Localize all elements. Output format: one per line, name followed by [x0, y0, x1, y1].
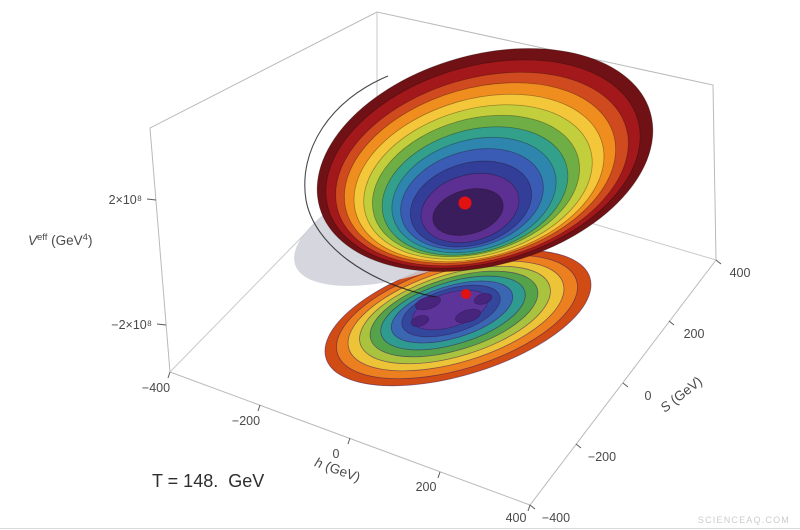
s-axis-tick-label: 400	[730, 266, 751, 280]
v-axis-label-unit-sup: 4	[83, 232, 88, 243]
h-axis-tick-label: 0	[333, 447, 340, 461]
s-axis-tickmark	[529, 504, 536, 510]
s-axis-tick-label: −400	[542, 511, 570, 525]
v-axis-label: Veff (GeV4)	[28, 232, 92, 248]
s-axis-tickmark	[622, 382, 629, 388]
potential-surface	[294, 48, 654, 298]
v-axis-label-unit: (GeV	[47, 233, 82, 248]
contour-inner-loop	[473, 293, 493, 305]
v-axis-tickmark	[156, 323, 167, 326]
watermark: SCIENCEAQ.COM	[698, 515, 790, 525]
surface-band	[432, 188, 504, 236]
s-axis-tick-label: 0	[645, 389, 652, 403]
s-axis-tick-label: 200	[684, 327, 705, 341]
minimum-markers	[458, 196, 472, 299]
temperature-label: T = 148. GeV	[152, 471, 264, 491]
v-axis-label-sup: eff	[37, 232, 48, 243]
contour-minimum-point	[461, 289, 471, 299]
h-axis-tickmark	[257, 404, 261, 412]
surface-minimum-point	[458, 196, 472, 210]
h-axis-tick-label: 400	[506, 511, 527, 525]
v-axis-tick-label: −2×10⁸	[111, 318, 152, 332]
v-axis-tick-label: 2×10⁸	[109, 193, 142, 207]
h-axis-tick-label: −400	[142, 381, 170, 395]
h-axis-tick-label: 200	[416, 480, 437, 494]
s-axis-tickmark	[575, 443, 582, 449]
s-axis-tickmark	[668, 320, 675, 326]
h-axis-tickmark	[167, 371, 171, 379]
h-axis-tick-label: −200	[232, 414, 260, 428]
h-axis-tickmark	[437, 471, 441, 479]
v-axis-label-close: )	[88, 233, 93, 248]
v-axis-label-base: V	[28, 233, 39, 248]
contour-inner-loop	[415, 295, 441, 311]
h-axis-tickmark	[527, 504, 531, 512]
contour-inner-loop	[455, 308, 481, 324]
s-axis-tickmark	[715, 259, 722, 265]
surface-clip-boundary-curve	[304, 75, 437, 298]
v-axis-tickmark	[146, 198, 157, 201]
contour-inner-loop	[410, 315, 430, 327]
s-axis-tick-label: −200	[588, 450, 616, 464]
h-axis-tickmark	[347, 437, 351, 445]
